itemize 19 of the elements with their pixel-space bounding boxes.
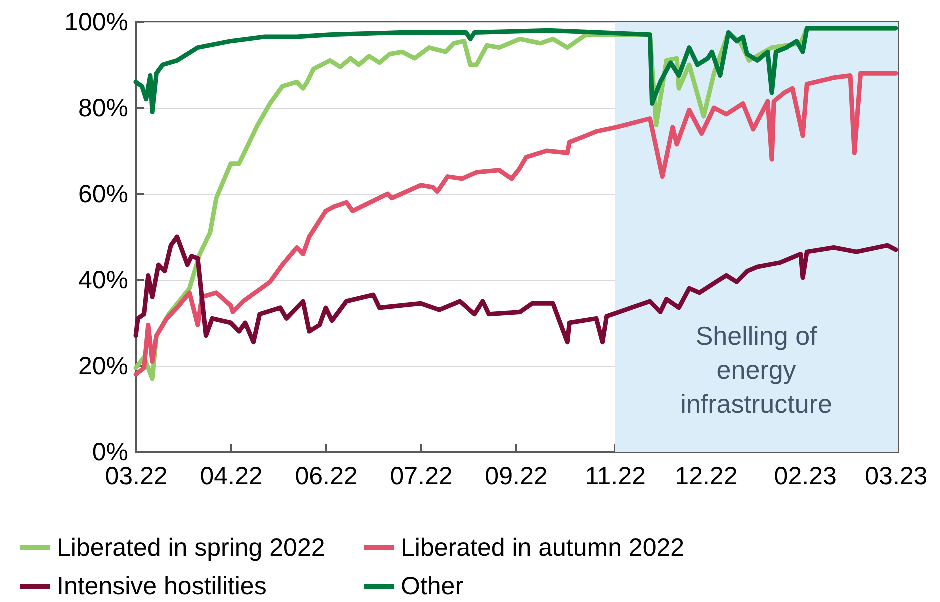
y-tick-label: 20% [78,352,128,380]
x-tick-label: 11.22 [585,462,646,490]
x-tick-label: 07.22 [390,462,453,490]
x-tick-label: 09.22 [485,462,548,490]
legend-label: Liberated in autumn 2022 [401,534,685,562]
x-tick-label: 04.22 [200,462,263,490]
y-tick-label: 100% [64,8,128,36]
y-tick-label: 80% [78,94,128,122]
legend-label: Liberated in spring 2022 [57,534,326,562]
x-tick-label: 02.23 [774,462,837,490]
legend-label: Intensive hostilities [57,572,267,600]
band-label: Shelling of energy infrastructure [680,321,832,419]
x-tick-label: 12.22 [675,462,738,490]
x-tick-label: 03.23 [865,462,928,490]
x-tick-label: 06.22 [295,462,358,490]
line-series [134,26,898,115]
legend-label: Other [401,572,464,600]
y-tick-label: 40% [78,266,128,294]
y-tick-label: 60% [78,180,128,208]
